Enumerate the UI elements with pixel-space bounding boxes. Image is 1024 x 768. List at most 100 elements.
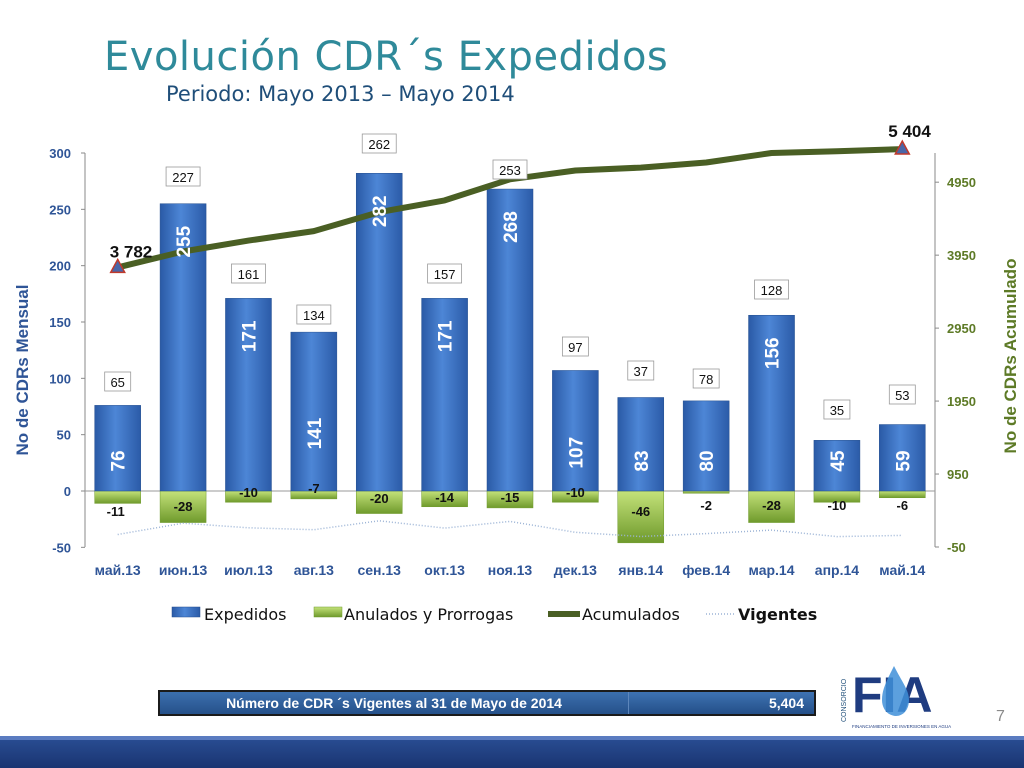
expedidos-bar [421, 298, 468, 492]
category-label: апр.14 [815, 562, 859, 578]
vigentes-value-label: 253 [499, 163, 521, 178]
legend-swatch-anulados [313, 606, 343, 618]
anulados-value-label: -10 [239, 485, 258, 500]
category-label: авг.13 [294, 562, 334, 578]
vigentes-value-label: 78 [699, 372, 713, 387]
logo-vertical-text: CONSORCIO [841, 678, 848, 722]
left-tick-label: 150 [49, 315, 71, 330]
expedidos-value-label: 76 [109, 450, 130, 471]
expedidos-value-label: 171 [436, 320, 457, 352]
anulados-value-label: -10 [828, 498, 847, 513]
category-label: сен.13 [357, 562, 401, 578]
summary-label: Número de CDR ´s Vigentes al 31 de Mayo … [160, 692, 628, 714]
vigentes-value-label: 35 [830, 403, 844, 418]
footer-band [0, 736, 1024, 768]
right-tick-label: 950 [947, 467, 969, 482]
expedidos-value-label: 282 [370, 195, 391, 227]
anulados-bar [879, 490, 926, 499]
category-label: фев.14 [682, 562, 730, 578]
anulados-value-label: -14 [435, 490, 455, 505]
category-label: ноя.13 [488, 562, 533, 578]
category-label: окт.13 [424, 562, 465, 578]
expedidos-value-label: 141 [305, 417, 326, 449]
expedidos-bar [355, 173, 403, 492]
expedidos-bar [290, 331, 338, 492]
expedidos-bar [682, 400, 730, 492]
expedidos-bar [94, 405, 141, 492]
vigentes-value-label: 128 [761, 283, 783, 298]
category-label: май.14 [879, 562, 925, 578]
left-tick-label: 250 [49, 202, 71, 217]
category-label: июл.13 [224, 562, 273, 578]
vigentes-value-label: 65 [110, 375, 124, 390]
legend-label-acumulados: Acumulados [582, 605, 680, 624]
vigentes-label-box [692, 368, 720, 389]
slide-title: Evolución CDR´s Expedidos [104, 34, 669, 80]
category-label: янв.14 [618, 562, 663, 578]
water-drop-icon [882, 666, 909, 716]
acumulados-marker [894, 139, 911, 155]
vigentes-label-box [823, 399, 851, 420]
expedidos-bar [552, 370, 599, 492]
vigentes-label-box [361, 133, 397, 154]
acumulados-end-label: 5 404 [888, 122, 931, 141]
right-tick-label: 2950 [947, 321, 976, 336]
expedidos-value-label: 156 [763, 337, 784, 369]
anulados-value-label: -6 [897, 498, 909, 513]
vigentes-label-box [888, 384, 916, 405]
anulados-value-label: -28 [174, 499, 193, 514]
cdr-evolution-chart: 300 250 200 150 100 50 0 -50 4950 3950 2950 1950 950… [13, 122, 1020, 624]
vigentes-value-label: 37 [634, 364, 648, 379]
right-tick-label: 3950 [947, 248, 976, 263]
vigentes-label-box [104, 371, 132, 392]
right-tick-label: 4950 [947, 175, 976, 190]
vigentes-label-box [165, 166, 201, 187]
logo-tagline: FINANCIAMIENTO DE INVERSIONES EN AGUA [852, 724, 951, 729]
expedidos-value-label: 80 [697, 450, 718, 471]
left-tick-label: -50 [52, 540, 71, 555]
anulados-value-label: -46 [631, 504, 650, 519]
expedidos-bar [748, 314, 795, 492]
left-tick-label: 50 [57, 428, 71, 443]
vigentes-label-box [754, 279, 789, 300]
left-tick-label: 200 [49, 259, 71, 274]
expedidos-value-label: 171 [239, 320, 260, 352]
expedidos-bar [879, 424, 926, 492]
expedidos-value-label: 83 [632, 450, 653, 471]
anulados-value-label: -11 [107, 504, 125, 519]
acumulados-marker [109, 257, 126, 274]
legend-label-vigentes: Vigentes [738, 605, 817, 624]
summary-value: 5,404 [628, 692, 814, 714]
expedidos-bar [617, 397, 665, 492]
vigentes-label-box [561, 336, 589, 357]
anulados-bar [94, 490, 141, 504]
left-axis-title: No de CDRs Mensual [13, 285, 32, 456]
expedidos-value-label: 59 [893, 450, 914, 471]
anulados-value-label: -2 [700, 498, 712, 513]
anulados-value-label: -20 [370, 491, 389, 506]
left-tick-label: 100 [49, 371, 71, 386]
anulados-bar [748, 490, 795, 523]
vigentes-value-label: 97 [568, 340, 582, 355]
vigentes-label-box [492, 159, 528, 180]
page-number: 7 [996, 708, 1005, 725]
vigentes-value-label: 262 [368, 137, 390, 152]
category-label: дек.13 [554, 562, 597, 578]
left-tick-label: 300 [49, 146, 71, 161]
anulados-value-label: -15 [501, 490, 520, 505]
expedidos-value-label: 45 [828, 450, 849, 472]
right-tick-label: 1950 [947, 394, 976, 409]
vigentes-value-label: 161 [238, 267, 260, 282]
vigentes-value-label: 134 [303, 308, 325, 323]
left-tick-label: 0 [64, 484, 71, 499]
slide-subtitle: Periodo: Mayo 2013 – Mayo 2014 [166, 82, 515, 106]
anulados-bar [159, 490, 207, 523]
vigentes-value-label: 53 [895, 388, 909, 403]
vigentes-label-box [627, 360, 655, 381]
expedidos-value-label: 268 [501, 211, 522, 243]
vigentes-value-label: 157 [434, 267, 456, 282]
right-tick-label: -50 [947, 540, 966, 555]
anulados-bar [617, 490, 665, 544]
legend-label-anulados: Anulados y Prorrogas [344, 605, 513, 624]
right-axis-title: No de CDRs Acumulado [1001, 259, 1020, 454]
